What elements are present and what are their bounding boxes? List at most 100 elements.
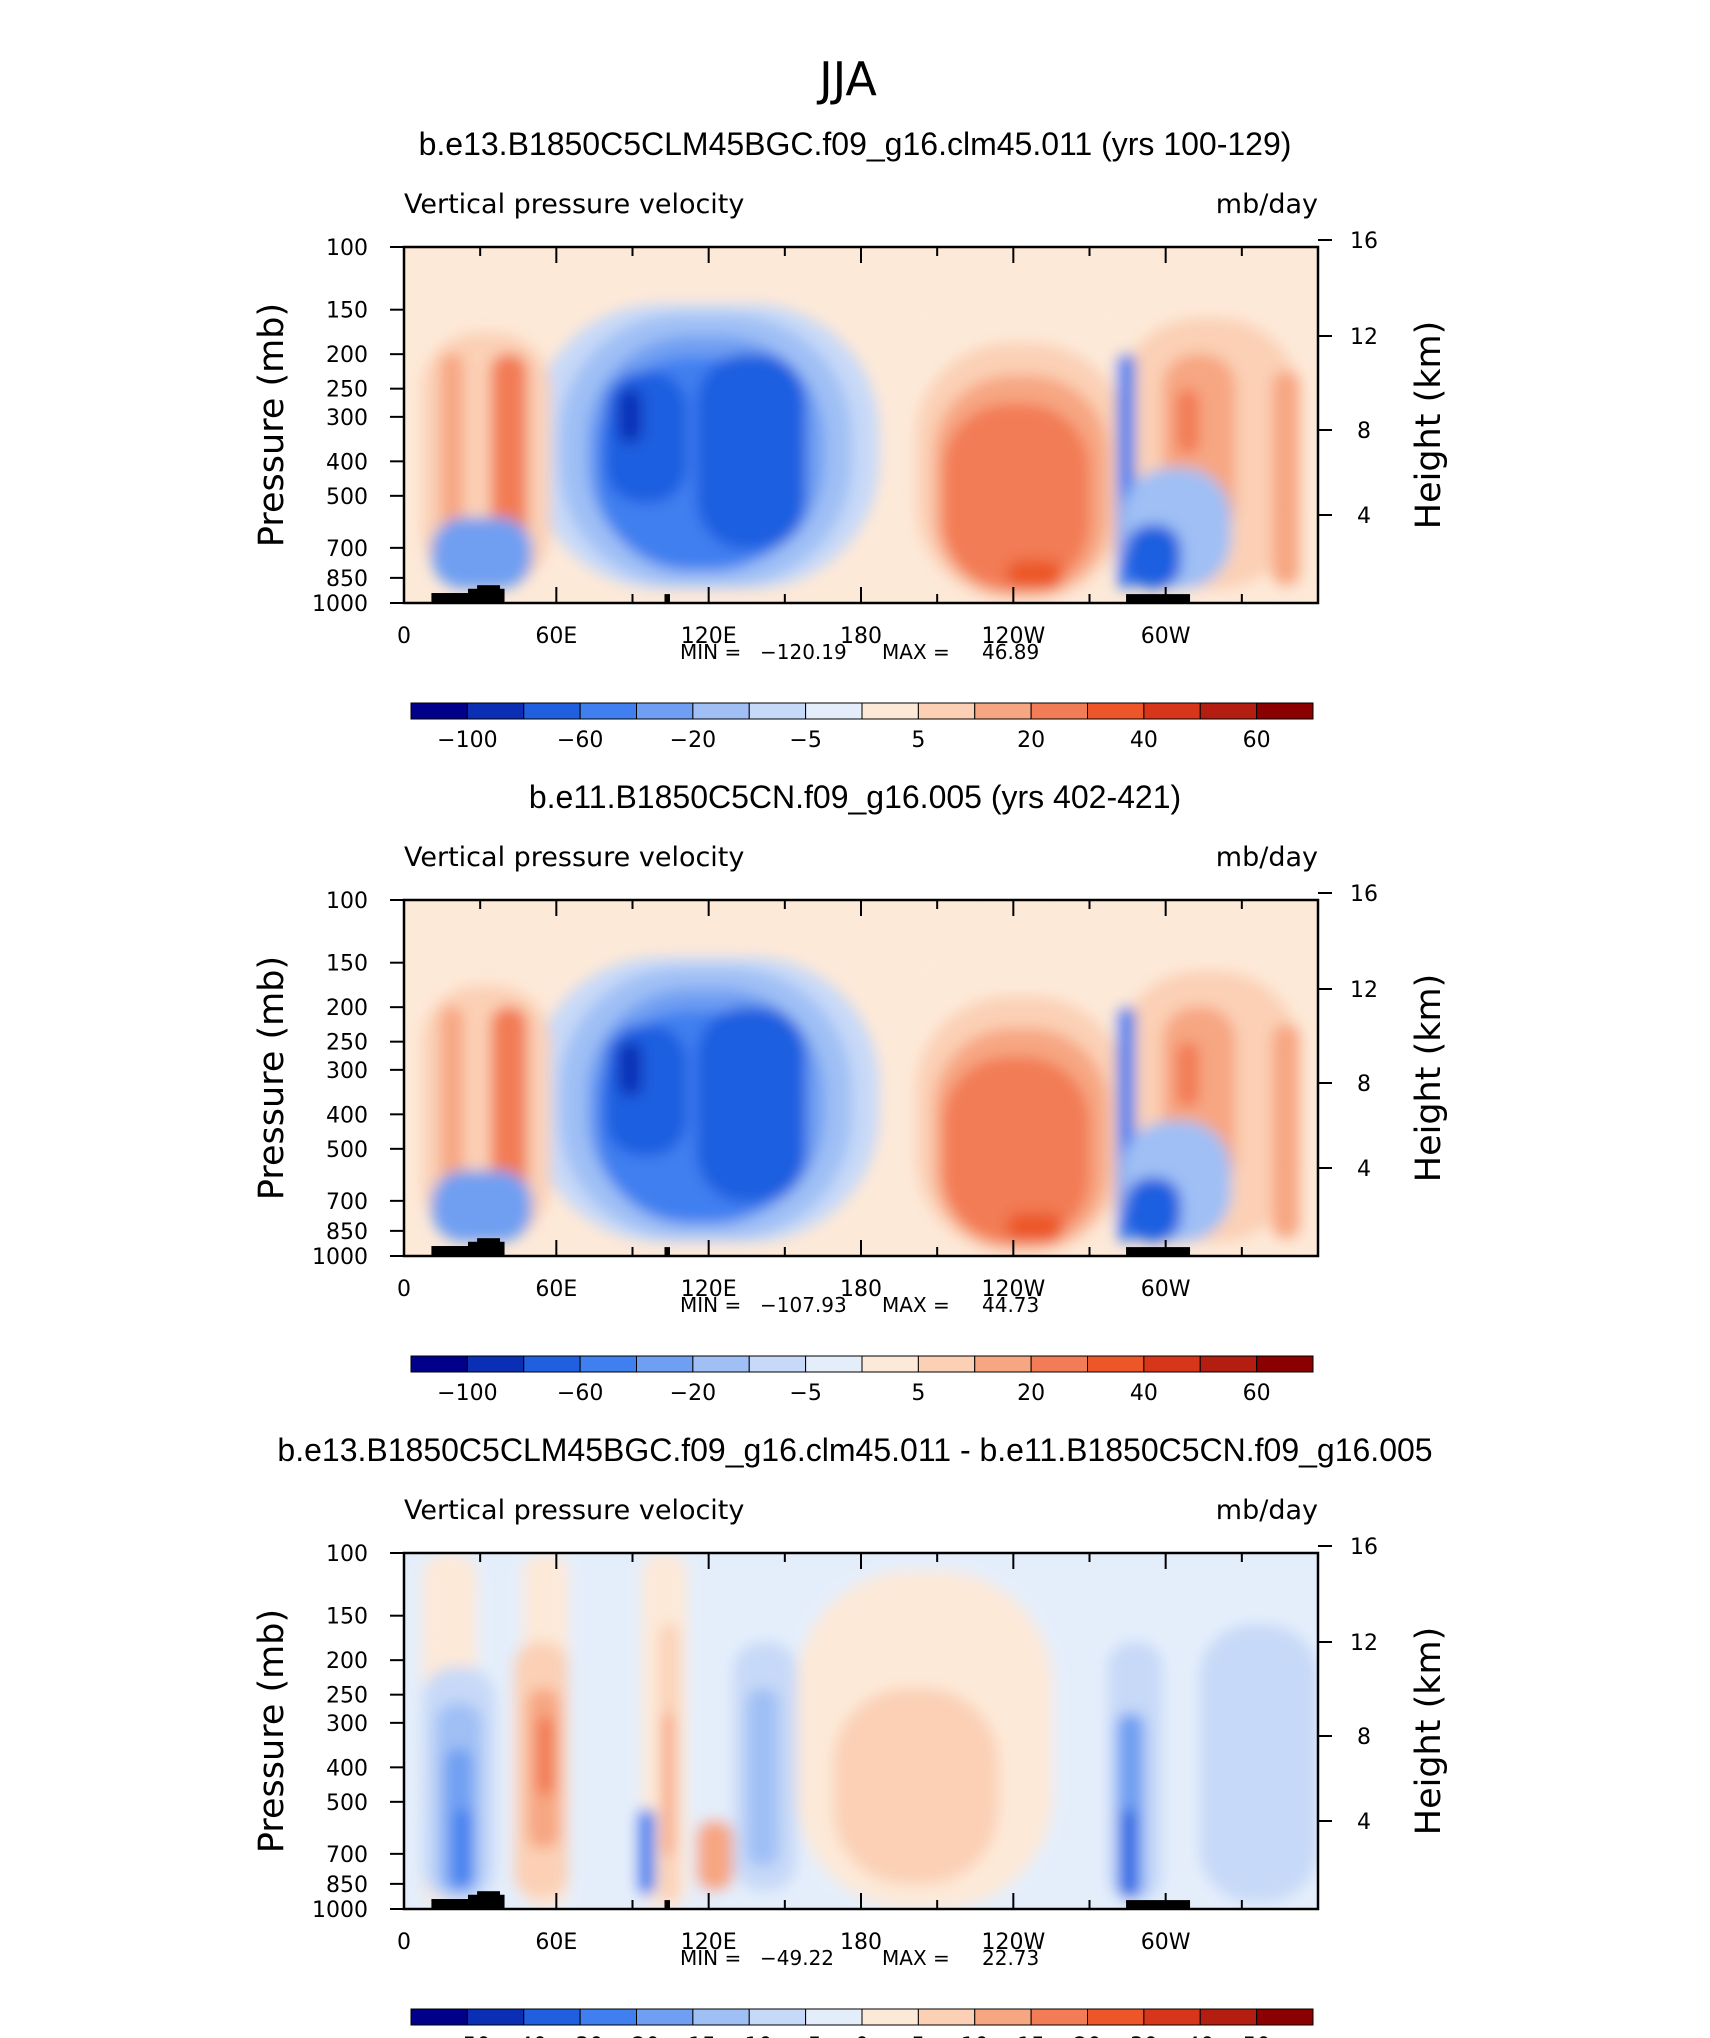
topography-block — [664, 1900, 670, 1909]
colorbar-label: −100 — [437, 1381, 497, 1406]
stat-min-label: MIN = — [680, 640, 741, 664]
colorbar-box — [917, 1355, 976, 1373]
y-axis-label: Pressure (mb) — [252, 1609, 292, 1853]
y-right-tick-label: 8 — [1357, 419, 1371, 444]
stat-max-value: 44.73 — [982, 1293, 1039, 1317]
y-tick-label: 100 — [326, 889, 368, 914]
colorbar-box — [917, 2008, 976, 2026]
field-contour — [637, 1809, 656, 1895]
colorbar-box — [523, 2008, 581, 2026]
topography — [431, 1238, 1191, 1256]
field-contour — [618, 1042, 642, 1096]
panel-2: b.e11.B1850C5CN.f09_g16.005 (yrs 402-421… — [252, 779, 1449, 1406]
y-tick-label: 850 — [326, 567, 368, 592]
topography-block — [477, 1238, 500, 1256]
y-tick-label: 300 — [326, 1059, 368, 1084]
colorbar-box — [636, 702, 694, 720]
y-axis-label: Pressure (mb) — [252, 303, 292, 547]
field-contour — [662, 1713, 674, 1856]
y-tick-label: 500 — [326, 1791, 368, 1816]
colorbar-box — [1087, 1355, 1145, 1373]
y-tick-label: 700 — [326, 1190, 368, 1215]
panel-field — [404, 900, 1318, 1256]
colorbar-label: −20 — [670, 1381, 716, 1406]
panel-field — [404, 247, 1318, 603]
colorbar-label: −50 — [444, 2034, 490, 2038]
colorbar-label: −30 — [557, 2034, 603, 2038]
colorbar-label: 5 — [911, 728, 925, 753]
colorbar-box — [523, 1355, 581, 1373]
colorbar-box — [805, 2008, 863, 2026]
x-tick-label: 60W — [1141, 624, 1191, 649]
x-tick-label: 0 — [397, 624, 411, 649]
field-contour — [1121, 1809, 1136, 1899]
colorbar-label: 50 — [1243, 2034, 1271, 2038]
y-tick-label: 150 — [326, 299, 368, 324]
colorbar-box — [1087, 702, 1145, 720]
y-right-tick-label: 12 — [1350, 1631, 1378, 1656]
stat-min-value: −49.22 — [760, 1946, 834, 1970]
topography — [431, 585, 1191, 603]
field-contour — [490, 353, 528, 568]
stat-min-value: −107.93 — [760, 1293, 847, 1317]
x-tick-label: 60E — [535, 1277, 577, 1302]
field-contour — [490, 1006, 528, 1221]
y-tick-label: 150 — [326, 1605, 368, 1630]
stat-max-label: MAX = — [882, 1946, 950, 1970]
y-tick-label: 500 — [326, 485, 368, 510]
field-contour — [440, 1006, 464, 1221]
field-contour — [833, 1688, 999, 1885]
stat-max-value: 22.73 — [982, 1946, 1039, 1970]
y-tick-label: 300 — [326, 1712, 368, 1737]
colorbar-label: 10 — [961, 2034, 989, 2038]
x-tick-label: 120E — [681, 624, 737, 649]
colorbar-box — [1256, 702, 1314, 720]
colorbar-box — [974, 2008, 1032, 2026]
colorbar: −100 −60 −20 −5 5 20 40 60 — [410, 1355, 1314, 1406]
stat-min-label: MIN = — [680, 1293, 741, 1317]
colorbar-box — [805, 1355, 863, 1373]
y-axis-label-right: Height (km) — [1409, 974, 1449, 1183]
colorbar-box — [410, 1355, 468, 1373]
y-tick-label: 250 — [326, 378, 368, 403]
y-right-tick-label: 16 — [1350, 882, 1378, 907]
colorbar-label: 20 — [1017, 728, 1045, 753]
colorbar-box — [579, 1355, 637, 1373]
colorbar-box — [692, 1355, 750, 1373]
colorbar-label: 5 — [911, 1381, 925, 1406]
topography — [431, 1891, 1191, 1909]
field-contour — [605, 1024, 688, 1157]
colorbar-label: 20 — [1074, 2034, 1102, 2038]
y-axis-label-right: Height (km) — [1409, 321, 1449, 530]
x-tick-label: 120W — [981, 624, 1045, 649]
colorbar-box — [1199, 2008, 1258, 2026]
colorbar-box — [861, 1355, 919, 1373]
panel-subtitle-right: mb/day — [1216, 842, 1318, 873]
figure-suptitle: JJA — [816, 52, 877, 106]
panel-1: b.e13.B1850C5CLM45BGC.f09_g16.clm45.011 … — [252, 126, 1449, 753]
x-tick-label: 60E — [535, 1930, 577, 1955]
panel-3: b.e13.B1850C5CLM45BGC.f09_g16.clm45.011 … — [252, 1432, 1449, 2038]
topography-block — [431, 1246, 473, 1256]
field-contour — [696, 1006, 807, 1203]
topography-block — [431, 593, 473, 603]
field-contours — [422, 264, 1300, 603]
colorbar-label: −40 — [501, 2034, 547, 2038]
colorbar: −50−40−30−20−15−10−505101520304050 — [410, 2008, 1314, 2038]
colorbar-box — [579, 2008, 637, 2026]
colorbar-box — [636, 1355, 694, 1373]
colorbar-box — [974, 702, 1032, 720]
panel-field — [404, 1553, 1318, 1909]
colorbar-box — [1199, 702, 1258, 720]
y-right-tick-label: 8 — [1357, 1072, 1371, 1097]
colorbar-box — [1143, 702, 1201, 720]
colorbar-box — [579, 702, 637, 720]
stat-max-label: MAX = — [882, 640, 950, 664]
colorbar-label: 40 — [1186, 2034, 1214, 2038]
y-right-tick-label: 12 — [1350, 325, 1378, 350]
x-tick-label: 120E — [681, 1930, 737, 1955]
colorbar-box — [805, 702, 863, 720]
y-tick-label: 200 — [326, 343, 368, 368]
field-contour — [1199, 1624, 1318, 1902]
panel-subtitle-right: mb/day — [1216, 189, 1318, 220]
